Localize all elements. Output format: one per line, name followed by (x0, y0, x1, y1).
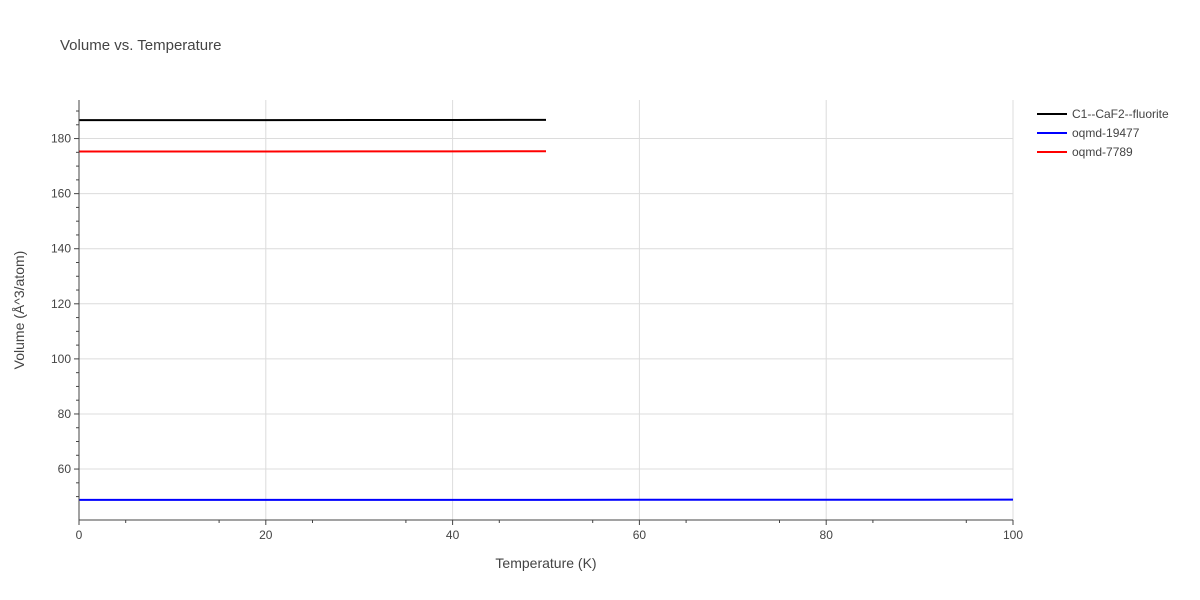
legend-item[interactable]: C1--CaF2--fluorite (1037, 107, 1169, 121)
chart-title: Volume vs. Temperature (60, 37, 221, 54)
x-axis-title: Temperature (K) (495, 555, 596, 571)
x-tick-label: 20 (259, 528, 273, 542)
y-gridlines (79, 138, 1013, 470)
legend-label: oqmd-7789 (1072, 145, 1133, 159)
legend-item[interactable]: oqmd-7789 (1037, 145, 1133, 159)
y-tick-label: 60 (58, 462, 72, 476)
y-tick-label: 140 (51, 242, 71, 256)
y-tick-label: 80 (58, 407, 72, 421)
x-tick-label: 0 (76, 528, 83, 542)
legend-label: oqmd-19477 (1072, 126, 1140, 140)
y-tick-label: 180 (51, 132, 71, 146)
x-ticks: 0 20 40 60 80 100 (76, 520, 1023, 542)
x-tick-label: 80 (820, 528, 834, 542)
series-layer (79, 118, 1014, 501)
legend[interactable]: C1--CaF2--fluorite oqmd-19477 oqmd-7789 (1037, 107, 1169, 159)
legend-label: C1--CaF2--fluorite (1072, 107, 1169, 121)
legend-item[interactable]: oqmd-19477 (1037, 126, 1140, 140)
y-tick-label: 160 (51, 187, 71, 201)
y-tick-label: 120 (51, 297, 71, 311)
y-axis-title: Volume (Å^3/atom) (11, 251, 27, 370)
x-tick-label: 100 (1003, 528, 1023, 542)
x-gridlines (265, 100, 1014, 520)
x-tick-label: 60 (633, 528, 647, 542)
x-tick-label: 40 (446, 528, 460, 542)
y-tick-label: 100 (51, 352, 71, 366)
y-ticks: 60 80 100 120 140 160 180 (51, 110, 79, 498)
